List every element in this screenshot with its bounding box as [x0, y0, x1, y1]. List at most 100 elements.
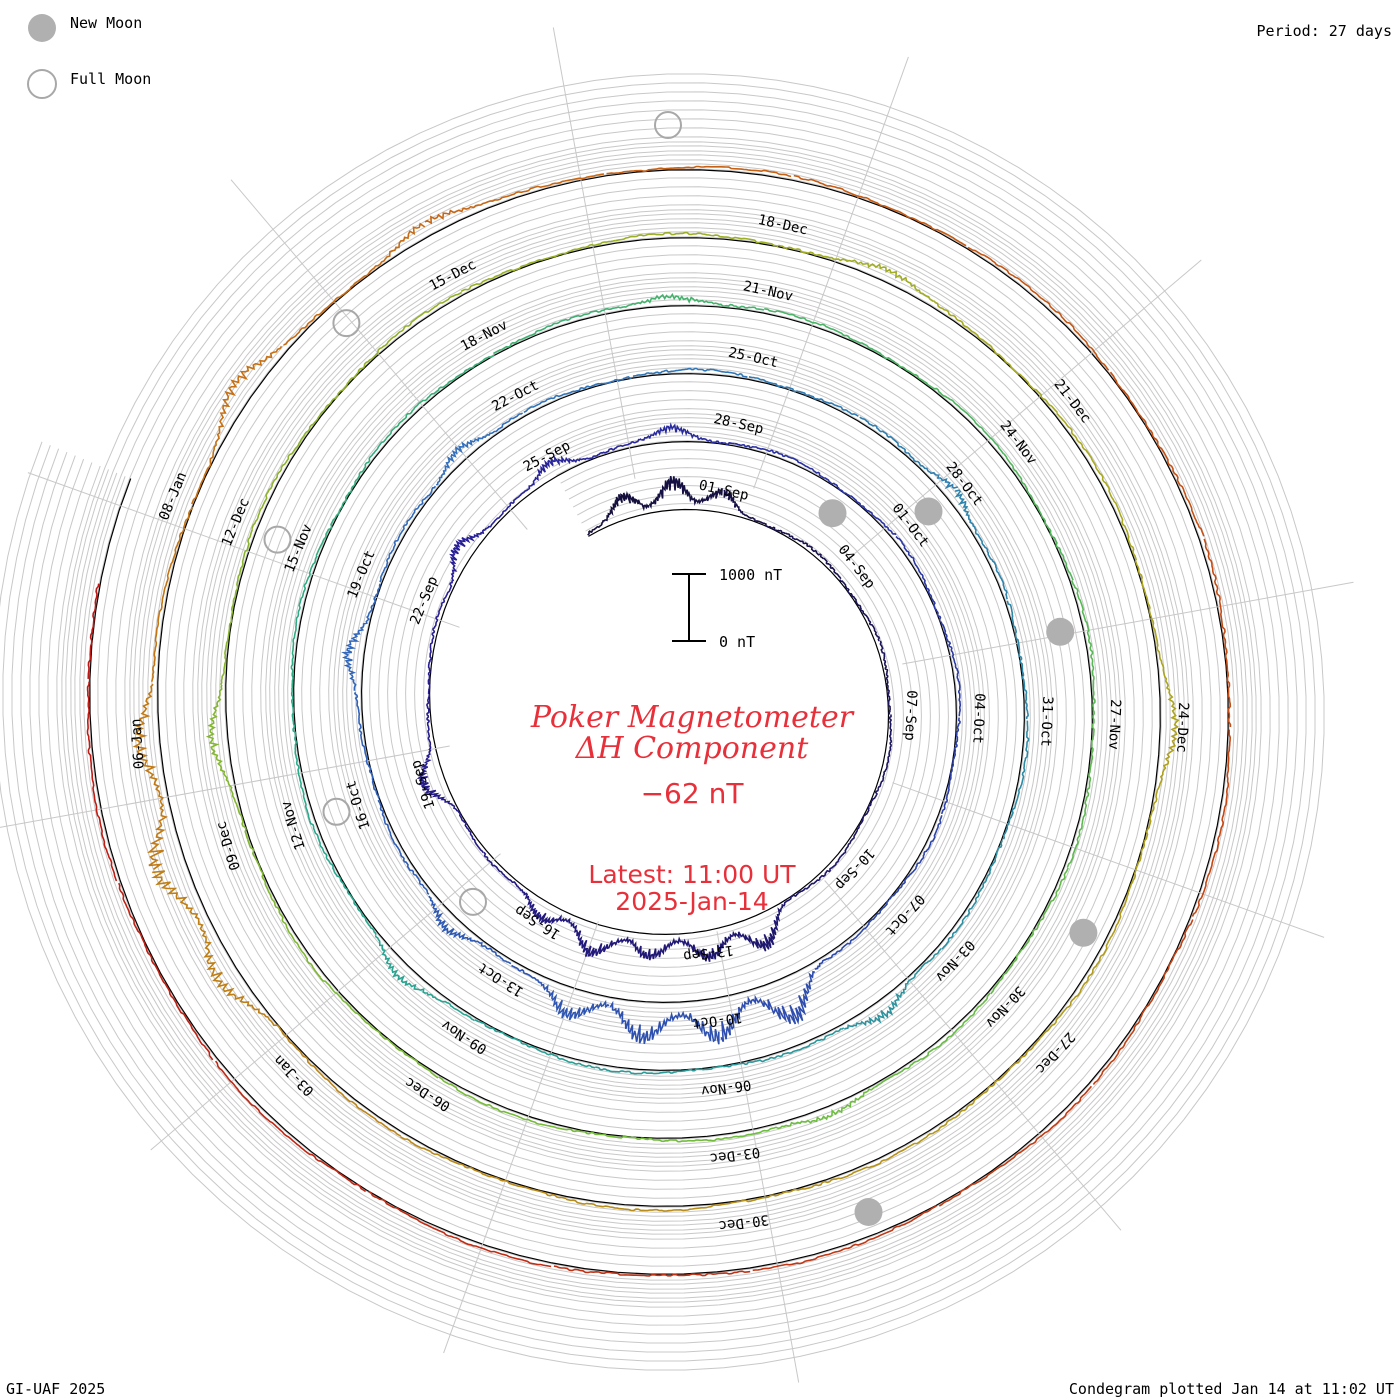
trace-segment: [435, 412, 524, 486]
date-label: 07-Sep: [901, 690, 919, 741]
trace-segment: [191, 345, 283, 505]
full-moon-marker: [459, 887, 487, 916]
scale-bottom-label: 0 nT: [719, 633, 755, 651]
trace-segment: [580, 1130, 733, 1143]
date-label: 06-Jan: [128, 718, 148, 770]
trace-segment: [483, 851, 542, 920]
grid-spiral-line: [56, 136, 1262, 1308]
grid-spoke: [552, 27, 636, 479]
trace-segment: [1071, 580, 1096, 724]
trace-segment: [821, 475, 897, 536]
trace-segment: [440, 529, 486, 608]
zero-baseline-spiral: [89, 169, 1229, 1275]
full-moon-marker: [654, 111, 682, 139]
new-moon-legend-icon: [28, 14, 56, 42]
trace-segment: [905, 1038, 1041, 1149]
grid-spoke: [892, 782, 1325, 938]
trace-segment: [641, 422, 735, 446]
trace-segment: [374, 934, 476, 1022]
grid-spiral-line: [65, 145, 1253, 1299]
trace-segment: [781, 855, 842, 909]
plotted-note: Condegram plotted Jan 14 at 11:02 UT: [1068, 1380, 1394, 1398]
grid-spiral-line: [2, 82, 1316, 1362]
trace-segment: [86, 681, 118, 882]
trace-segment: [511, 964, 610, 1021]
latest-date: 2025-Jan-14: [615, 887, 768, 916]
moon-markers: [263, 111, 1098, 1226]
trace-segment: [290, 687, 311, 821]
grid-spoke: [716, 931, 800, 1383]
trace-segment: [623, 935, 711, 962]
trace-segment: [150, 506, 194, 682]
trace-segment: [565, 1198, 742, 1212]
trace-segment: [732, 1086, 876, 1138]
trace-segment: [379, 485, 437, 583]
trace-segment: [752, 1205, 937, 1272]
grid-spoke: [443, 921, 599, 1354]
trace-segment: [118, 882, 214, 1061]
grid-spiral-line: [74, 154, 1244, 1290]
trace-segment: [484, 459, 551, 531]
trace-segment: [385, 354, 495, 440]
trace-segment: [1134, 560, 1180, 728]
latest-time: Latest: 11:00 UT: [588, 860, 796, 889]
trace-segment: [1092, 919, 1194, 1085]
trace-segment: [814, 899, 890, 970]
grid-spoke: [150, 853, 501, 1151]
trace-segment: [1006, 600, 1029, 719]
trace-segment: [460, 239, 616, 293]
trace-segment: [1191, 729, 1232, 917]
trace-segment: [416, 693, 432, 786]
trace-segment: [648, 475, 723, 510]
trace-segment: [938, 1085, 1093, 1207]
trace-segment: [748, 376, 859, 417]
date-label: 15-Dec: [427, 257, 479, 295]
trace-segment: [723, 489, 786, 535]
trace-segment: [151, 870, 269, 1018]
trace-segment: [474, 1019, 596, 1069]
trace-segment: [778, 244, 934, 303]
new-moon-marker: [1046, 617, 1075, 646]
new-moon-marker: [914, 497, 943, 526]
trace-segment: [283, 222, 426, 346]
date-label: 10-Oct: [691, 1009, 743, 1031]
trace-segment: [877, 714, 893, 790]
trace-segment: [708, 907, 783, 962]
grid-spiral-line: [29, 109, 1289, 1335]
trace-segment: [967, 246, 1110, 371]
trace-segment: [793, 174, 967, 247]
trace-segment: [587, 490, 650, 536]
trace-segment: [740, 1147, 907, 1203]
trace-segment: [424, 173, 605, 225]
new-moon-marker: [818, 499, 847, 528]
trace-segment: [844, 947, 942, 1030]
grid-spoke: [753, 56, 909, 489]
grid-spoke: [230, 179, 528, 530]
trace-segment: [785, 532, 842, 580]
trace-segment: [290, 555, 318, 689]
grid-spiral-line: [47, 127, 1271, 1317]
date-label: 30-Dec: [718, 1211, 770, 1233]
grid-spiral-line: [0, 73, 1325, 1371]
trace-segment: [308, 820, 377, 936]
trace-segment: [538, 912, 625, 958]
trace-segment: [1003, 453, 1074, 581]
trace-segment: [940, 717, 961, 815]
trace-segment: [734, 442, 823, 478]
trace-segment: [377, 799, 430, 895]
trace-segment: [894, 361, 1005, 455]
full-moon-marker: [263, 525, 292, 554]
trace-segment: [353, 692, 380, 799]
date-label: 04-Sep: [835, 542, 878, 592]
trace-segment: [623, 292, 765, 311]
full-moon-legend-icon: [27, 69, 57, 99]
full-moon-marker: [322, 797, 351, 826]
trace-segment: [1127, 726, 1178, 893]
trace-segment: [1056, 412, 1138, 561]
period-label: Period: 27 days: [1256, 22, 1392, 40]
trace-segment: [87, 583, 100, 679]
trace-segment: [933, 300, 1059, 414]
trace-segment: [315, 438, 387, 557]
scale-bar: 1000 nT 0 nT: [672, 566, 782, 651]
trace-segment: [246, 839, 322, 978]
